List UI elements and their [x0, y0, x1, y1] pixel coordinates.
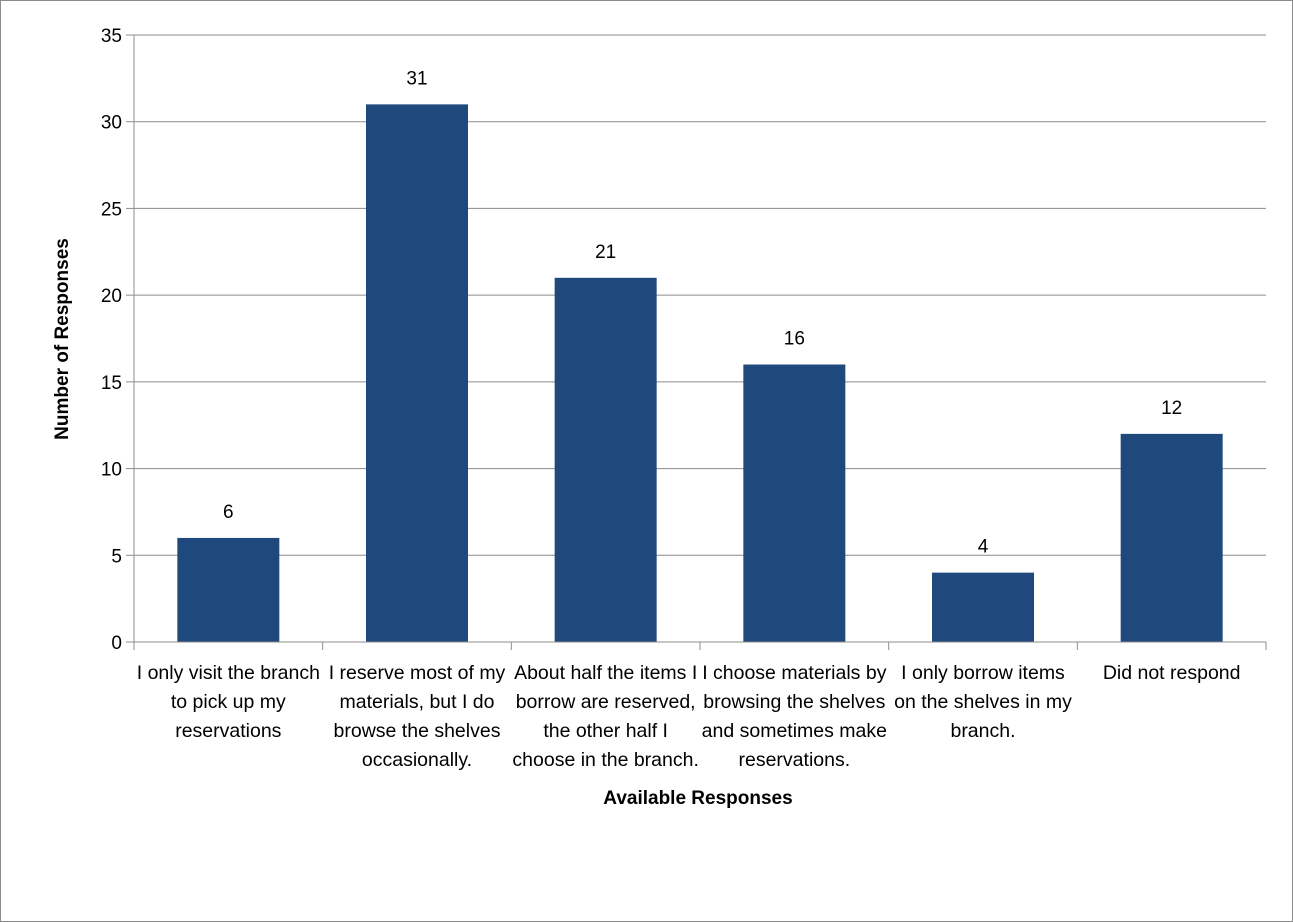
y-tick-label: 0	[111, 633, 122, 654]
bar	[366, 104, 468, 642]
x-tick-label: I choose materials by browsing the shelv…	[701, 662, 887, 771]
x-tick-label: About half the items I borrow are reserv…	[512, 662, 699, 771]
y-tick-label: 20	[101, 286, 122, 307]
bar	[743, 364, 846, 642]
bar	[554, 277, 657, 642]
data-label: 16	[784, 329, 805, 350]
x-tick-label: I reserve most of my materials, but I do…	[328, 662, 506, 771]
y-tick-label: 30	[101, 113, 122, 134]
y-tick-label: 35	[101, 26, 122, 47]
bar	[177, 537, 280, 642]
y-tick-label: 10	[101, 460, 122, 481]
x-tick-label: I only visit the branch to pick up my re…	[136, 662, 320, 742]
data-label: 31	[406, 68, 427, 89]
labels: 0 5 10 15 20 25 30 35 6 31 21 16 4 12	[101, 26, 1182, 654]
bars	[177, 104, 1223, 642]
y-tick-label: 15	[101, 373, 122, 394]
axes	[126, 34, 1267, 650]
gridlines	[134, 34, 1266, 556]
bar	[932, 572, 1034, 642]
bar	[1120, 433, 1223, 642]
y-tick-label: 5	[111, 546, 122, 567]
y-axis-title: Number of Responses	[52, 238, 73, 440]
data-label: 6	[223, 502, 234, 523]
x-tick-label: Did not respond	[1102, 662, 1241, 684]
data-label: 4	[978, 537, 989, 558]
x-tick-label: I only borrow items on the shelves in my…	[894, 662, 1072, 742]
data-label: 12	[1161, 398, 1182, 419]
y-tick-label: 25	[101, 199, 122, 220]
x-axis-title: Available Responses	[603, 788, 792, 809]
data-label: 21	[595, 242, 616, 263]
